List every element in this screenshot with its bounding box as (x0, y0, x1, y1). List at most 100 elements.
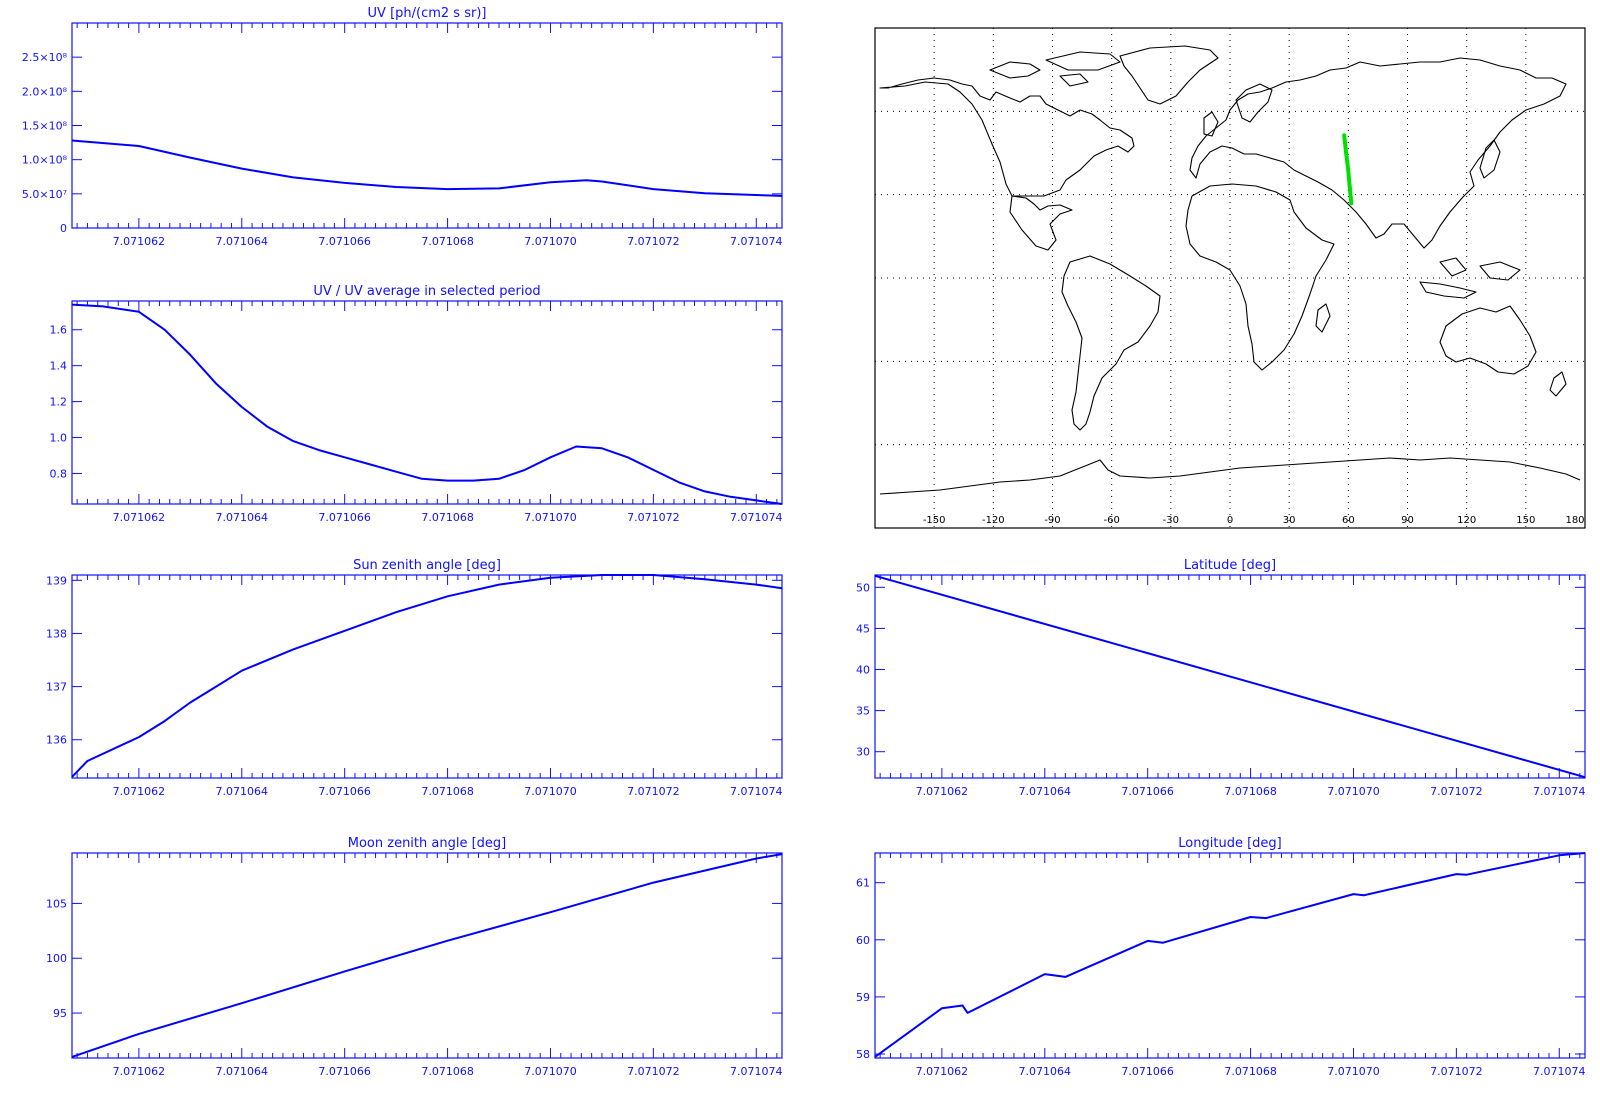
x-tick-label: 7.071066 (318, 235, 371, 248)
longitude-label: 90 (1401, 515, 1414, 526)
map-graticule (875, 28, 1585, 528)
y-tick-label: 45 (856, 622, 870, 635)
x-tick-label: 7.071066 (1121, 785, 1174, 798)
series-line (71, 139, 783, 197)
chart-uv: UV [ph/(cm2 s sr)] 7.071062 7.071064 7.0710… (22, 6, 783, 248)
satellite-track (1342, 133, 1354, 206)
y-tick-label: 0.8 (50, 467, 68, 480)
x-tick-label: 7.071070 (524, 235, 577, 248)
longitude-label: -30 (1163, 515, 1179, 526)
x-tick-label: 7.071064 (1019, 1065, 1072, 1078)
x-tick-label: 7.071064 (216, 511, 269, 524)
chart-title: Moon zenith angle [deg] (348, 836, 506, 851)
y-tick-label: 2.0×10⁸ (22, 85, 68, 98)
chart-title: Longitude [deg] (1178, 836, 1281, 851)
x-tick-label: 7.071068 (421, 785, 474, 798)
y-tick-label: 137 (46, 681, 67, 694)
coastline-africa (1185, 183, 1335, 371)
longitude-label: -120 (982, 515, 1005, 526)
x-tick-label: 7.071068 (421, 1065, 474, 1078)
x-tick-label: 7.071066 (318, 1065, 371, 1078)
coastline-australia (1439, 305, 1537, 375)
x-tick-label: 7.071068 (1224, 785, 1277, 798)
coastline-uk (1203, 111, 1219, 137)
x-tick-label: 7.071072 (627, 235, 680, 248)
y-tick-label: 1.0×10⁸ (22, 154, 68, 167)
coastline-japan (1479, 139, 1501, 179)
x-tick-label: 7.071070 (524, 511, 577, 524)
series-line (874, 574, 1586, 779)
y-tick-label: 1.0 (50, 432, 68, 445)
coastline-north-america (879, 77, 1135, 197)
x-tick-label: 7.071064 (216, 785, 269, 798)
y-tick-label: 100 (46, 952, 67, 965)
y-tick-label: 50 (856, 581, 870, 594)
x-tick-label: 7.071062 (113, 235, 166, 248)
y-tick-label: 5.0×10⁷ (22, 188, 67, 201)
chart-sun-zenith: Sun zenith angle [deg] 7.071062 7.071064 7.… (46, 558, 783, 798)
x-tick-label: 7.071062 (916, 1065, 969, 1078)
y-tick-label: 61 (856, 877, 870, 890)
y-tick-label: 1.4 (50, 360, 68, 373)
longitude-label: -90 (1044, 515, 1060, 526)
x-tick-label: 7.071062 (113, 1065, 166, 1078)
chart-title: Sun zenith angle [deg] (353, 558, 501, 573)
x-tick-label: 7.071070 (524, 1065, 577, 1078)
coastline-madagascar (1315, 303, 1331, 333)
plot-frame (71, 852, 783, 1059)
series-line (874, 852, 1586, 1058)
x-tick-label: 7.071074 (730, 235, 783, 248)
y-tick-label: 0 (60, 222, 67, 235)
x-tick-label: 7.071072 (627, 785, 680, 798)
y-tick-label: 58 (856, 1048, 870, 1061)
chart-moon-zenith: Moon zenith angle [deg] 7.071062 7.071064 7… (46, 836, 783, 1078)
map-longitude-labels: -150 -120 -90 -60 -30 0 30 60 90 120 150 180 (923, 515, 1585, 526)
y-tick-label: 95 (53, 1007, 67, 1020)
longitude-label: 120 (1457, 515, 1476, 526)
y-tick-label: 105 (46, 897, 67, 910)
coastline-greenland (1119, 45, 1219, 105)
plot-frame (71, 22, 783, 229)
x-tick-label: 7.071072 (1430, 1065, 1483, 1078)
y-tick-label: 35 (856, 705, 870, 718)
y-tick-label: 59 (856, 991, 870, 1004)
chart-title: Latitude [deg] (1184, 558, 1276, 573)
longitude-label: 60 (1342, 515, 1355, 526)
y-tick-label: 1.2 (50, 396, 68, 409)
longitude-label: -150 (923, 515, 946, 526)
coastline-new-zealand (1549, 371, 1567, 397)
x-tick-label: 7.071064 (1019, 785, 1072, 798)
x-tick-label: 7.071070 (1327, 1065, 1380, 1078)
coastline-eurasia (1189, 57, 1567, 249)
x-tick-label: 7.071062 (113, 511, 166, 524)
coastline-arctic-islands (989, 51, 1121, 87)
coastline-scandinavia (1235, 83, 1273, 123)
x-tick-label: 7.071074 (730, 1065, 783, 1078)
y-tick-label: 40 (856, 664, 870, 677)
coastline-south-america (1061, 255, 1161, 431)
series-line (71, 303, 783, 505)
x-tick-label: 7.071068 (421, 511, 474, 524)
chart-title: UV [ph/(cm2 s sr)] (368, 6, 487, 21)
longitude-label: 180 (1565, 515, 1584, 526)
x-tick-label: 7.071064 (216, 1065, 269, 1078)
chart-longitude: Longitude [deg] 7.071062 7.071064 7.071066 7… (856, 836, 1586, 1078)
y-tick-label: 139 (46, 574, 67, 587)
coastline-indonesia (1419, 257, 1521, 299)
x-tick-label: 7.071068 (1224, 1065, 1277, 1078)
series-line (71, 853, 783, 1058)
plot-frame (71, 574, 783, 779)
x-tick-label: 7.071074 (730, 511, 783, 524)
y-tick-label: 1.6 (50, 324, 68, 337)
chart-title: UV / UV average in selected period (313, 284, 540, 299)
longitude-label: 150 (1516, 515, 1535, 526)
charts-layer: UV [ph/(cm2 s sr)] 7.071062 7.071064 7.0710… (22, 6, 1586, 1078)
x-tick-label: 7.071066 (318, 785, 371, 798)
chart-latitude: Latitude [deg] 7.071062 7.071064 7.071066 7.… (856, 558, 1586, 798)
world-map: -150 -120 -90 -60 -30 0 30 60 90 120 150 180 (874, 27, 1586, 529)
x-tick-label: 7.071064 (216, 235, 269, 248)
map-coastlines (879, 45, 1581, 495)
x-tick-label: 7.071070 (524, 785, 577, 798)
